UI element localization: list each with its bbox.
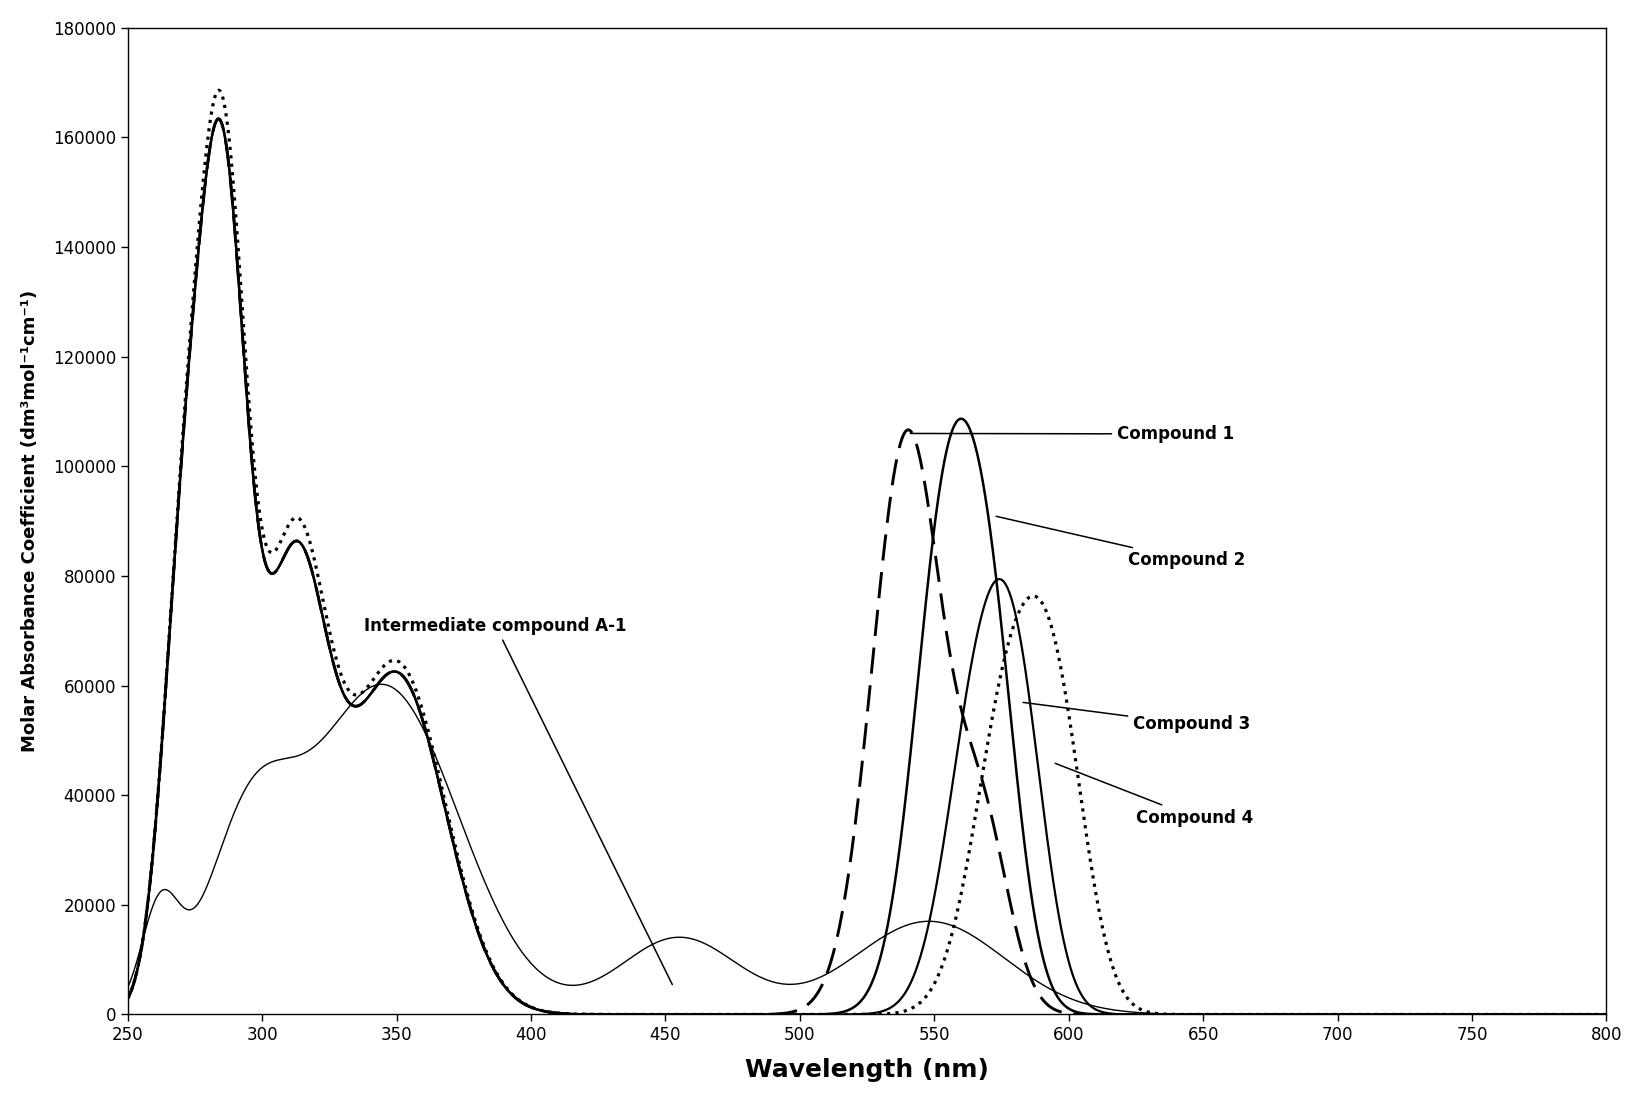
Text: Compound 3: Compound 3 [1024,703,1250,733]
Text: Intermediate compound A-1: Intermediate compound A-1 [365,617,672,985]
Text: Compound 4: Compound 4 [1055,763,1254,826]
X-axis label: Wavelength (nm): Wavelength (nm) [746,1058,989,1082]
Y-axis label: Molar Absorbance Coefficient (dm³mol⁻¹cm⁻¹): Molar Absorbance Coefficient (dm³mol⁻¹cm… [21,290,39,752]
Text: Compound 2: Compound 2 [996,516,1245,569]
Text: Compound 1: Compound 1 [910,425,1234,443]
